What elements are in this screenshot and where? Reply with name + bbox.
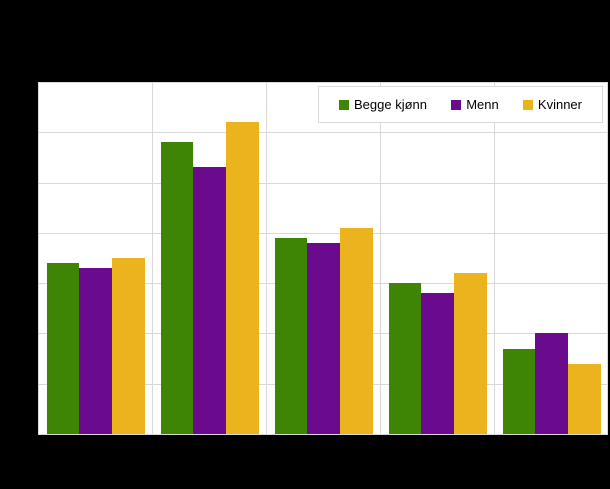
legend-swatch-menn-icon	[451, 99, 462, 110]
bar-begge-kj-nn	[388, 283, 422, 434]
horizontal-gridline	[38, 82, 608, 83]
vertical-gridline	[607, 82, 608, 434]
bar-begge-kj-nn	[46, 263, 80, 434]
vertical-gridline	[38, 82, 39, 434]
bar-kvinner	[454, 273, 487, 434]
horizontal-gridline	[38, 183, 608, 184]
legend-label-begge-kjonn: Begge kjønn	[354, 97, 427, 112]
legend-item-kvinner: Kvinner	[522, 97, 582, 112]
bar-begge-kj-nn	[502, 349, 536, 434]
bar-menn	[193, 167, 227, 434]
plot-area	[38, 82, 608, 435]
bar-kvinner	[568, 364, 601, 434]
legend-item-begge-kjonn: Begge kjønn	[339, 97, 427, 112]
legend-swatch-kvinner-icon	[522, 99, 533, 110]
bar-menn	[421, 293, 455, 434]
bar-kvinner	[340, 228, 373, 434]
legend-item-menn: Menn	[451, 97, 499, 112]
legend-label-kvinner: Kvinner	[537, 97, 582, 112]
legend: Begge kjønn Menn Kvinner	[318, 86, 603, 123]
vertical-gridline	[152, 82, 153, 434]
bar-menn	[79, 268, 113, 434]
vertical-gridline	[494, 82, 495, 434]
bar-menn	[535, 333, 569, 434]
horizontal-gridline	[38, 233, 608, 234]
horizontal-gridline	[38, 434, 608, 435]
legend-label-menn: Menn	[466, 97, 499, 112]
bar-menn	[307, 243, 341, 434]
bar-kvinner	[226, 122, 259, 434]
vertical-gridline	[380, 82, 381, 434]
horizontal-gridline	[38, 132, 608, 133]
bar-kvinner	[112, 258, 145, 434]
bar-begge-kj-nn	[160, 142, 194, 434]
bar-begge-kj-nn	[274, 238, 308, 434]
legend-swatch-begge-kjonn-icon	[339, 99, 349, 110]
vertical-gridline	[266, 82, 267, 434]
